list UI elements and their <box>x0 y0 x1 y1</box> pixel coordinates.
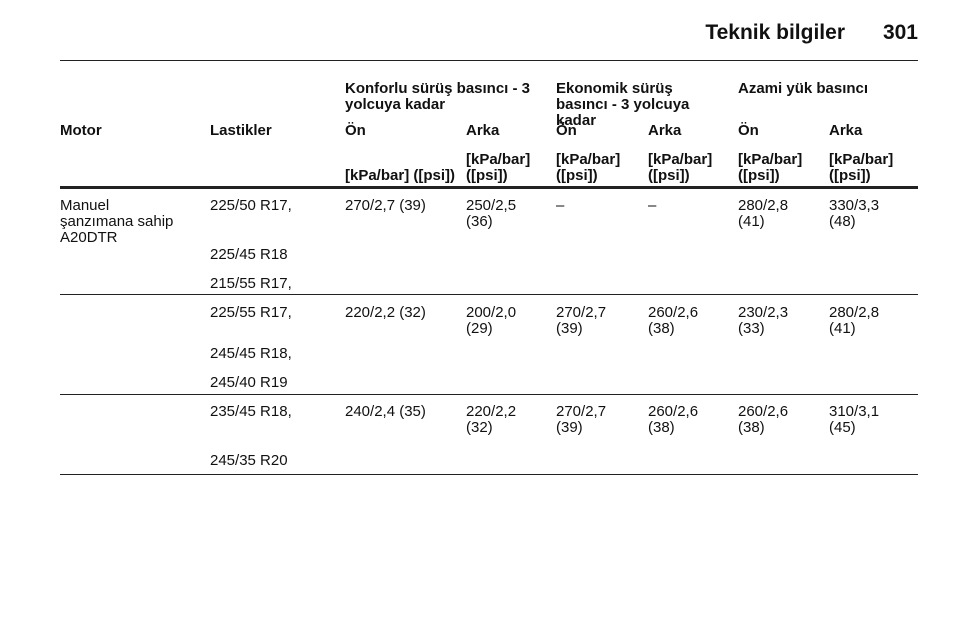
page-number: 301 <box>882 21 918 44</box>
pressure-value: 330/3,3 (48) <box>829 197 880 230</box>
pressure-value: 280/2,8 (41) <box>829 304 880 337</box>
pressure-value: 240/2,4 (35) <box>345 403 426 420</box>
pressure-value: – <box>556 197 565 214</box>
tire-size: 225/50 R17, <box>210 197 292 214</box>
column-header: Arka <box>648 122 682 139</box>
pressure-value: 270/2,7 (39) <box>345 197 426 214</box>
tire-size: 235/45 R18, <box>210 403 292 420</box>
unit-label: [kPa/bar] ([psi]) <box>738 151 803 184</box>
motor: Manuel şanzımana sahip A20DTR <box>60 197 174 246</box>
column-header: Arka <box>829 122 863 139</box>
pressure-value: 260/2,6 (38) <box>648 403 699 436</box>
tire-size: 245/45 R18, <box>210 345 292 362</box>
pressure-value: 270/2,7 (39) <box>556 304 607 337</box>
unit-label: [kPa/bar] ([psi]) <box>466 151 531 184</box>
tire-size: 245/40 R19 <box>210 374 288 391</box>
pressure-value: 280/2,8 (41) <box>738 197 789 230</box>
tire-size: 245/35 R20 <box>210 452 288 469</box>
tire-size: 215/55 R17, <box>210 275 292 292</box>
group-header: Konforlu sürüş basıncı - 3 yolcuya kadar <box>345 80 531 113</box>
row-rule <box>60 394 918 395</box>
row-rule <box>60 294 918 295</box>
pressure-value: 200/2,0 (29) <box>466 304 517 337</box>
unit-label: [kPa/bar] ([psi]) <box>648 151 713 184</box>
group-header: Ekonomik sürüş basıncı - 3 yolcuya kadar <box>556 80 690 129</box>
pressure-value: 220/2,2 (32) <box>466 403 517 436</box>
unit-label: [kPa/bar] ([psi]) <box>345 167 456 184</box>
group-header: Azami yük basıncı <box>738 80 869 97</box>
unit-label: [kPa/bar] ([psi]) <box>556 151 621 184</box>
page-title: Teknik bilgiler <box>705 21 845 44</box>
table-header-rule <box>60 186 918 189</box>
pressure-value: 220/2,2 (32) <box>345 304 426 321</box>
column-header: Lastikler <box>210 122 272 139</box>
pressure-value: – <box>648 197 657 214</box>
row-rule <box>60 474 918 475</box>
pressure-value: 270/2,7 (39) <box>556 403 607 436</box>
tire-size: 225/55 R17, <box>210 304 292 321</box>
tire-size: 225/45 R18 <box>210 246 288 263</box>
pressure-value: 230/2,3 (33) <box>738 304 789 337</box>
column-header: Ön <box>738 122 759 139</box>
unit-label: [kPa/bar] ([psi]) <box>829 151 894 184</box>
column-header: Arka <box>466 122 500 139</box>
pressure-value: 250/2,5 (36) <box>466 197 517 230</box>
column-header: Ön <box>556 122 577 139</box>
header-rule <box>60 60 918 61</box>
pressure-value: 260/2,6 (38) <box>648 304 699 337</box>
column-header: Ön <box>345 122 366 139</box>
column-header: Motor <box>60 122 102 139</box>
pressure-value: 310/3,1 (45) <box>829 403 880 436</box>
pressure-value: 260/2,6 (38) <box>738 403 789 436</box>
